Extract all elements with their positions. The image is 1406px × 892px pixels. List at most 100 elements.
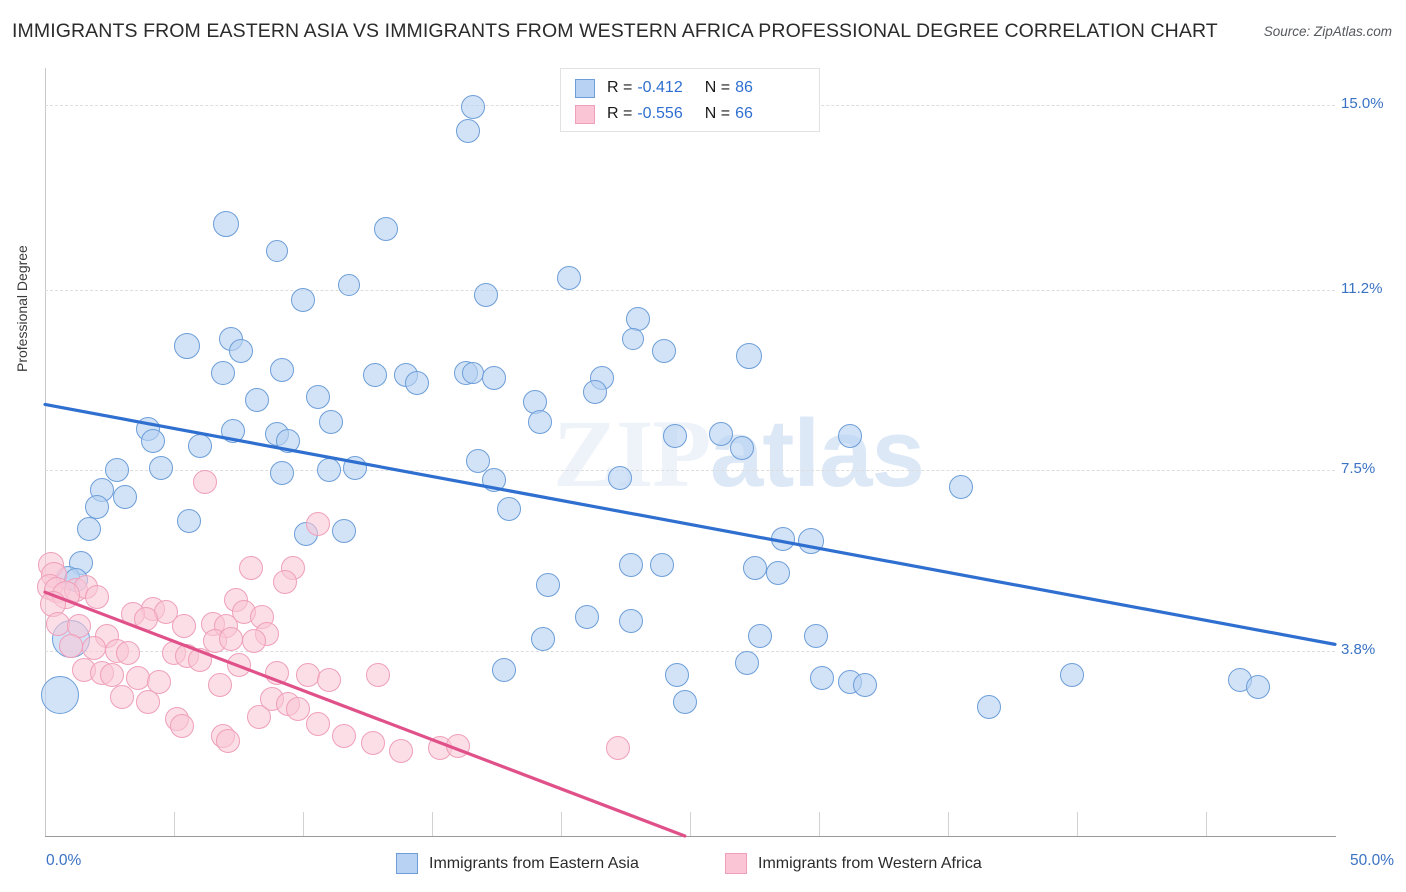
data-point[interactable] xyxy=(481,468,506,493)
data-point[interactable] xyxy=(736,342,763,369)
data-point[interactable] xyxy=(84,494,109,519)
data-point[interactable] xyxy=(618,609,643,634)
data-point[interactable] xyxy=(608,465,633,490)
data-point[interactable] xyxy=(652,338,677,363)
data-point[interactable] xyxy=(58,633,83,658)
data-point[interactable] xyxy=(389,738,414,763)
data-point[interactable] xyxy=(977,694,1002,719)
data-point[interactable] xyxy=(708,421,733,446)
data-point[interactable] xyxy=(125,665,150,690)
data-point[interactable] xyxy=(530,626,555,651)
data-point[interactable] xyxy=(316,458,341,483)
data-point[interactable] xyxy=(212,211,239,238)
data-point[interactable] xyxy=(211,360,236,385)
data-point[interactable] xyxy=(141,429,166,454)
data-point[interactable] xyxy=(265,660,290,685)
data-point[interactable] xyxy=(729,436,754,461)
data-point[interactable] xyxy=(404,370,429,395)
data-point[interactable] xyxy=(82,636,107,661)
data-point[interactable] xyxy=(218,626,243,651)
data-point[interactable] xyxy=(112,485,137,510)
data-point[interactable] xyxy=(948,475,973,500)
data-point[interactable] xyxy=(574,604,599,629)
data-point[interactable] xyxy=(363,363,388,388)
data-point[interactable] xyxy=(1059,663,1084,688)
data-point[interactable] xyxy=(474,282,499,307)
data-point[interactable] xyxy=(742,555,767,580)
data-point[interactable] xyxy=(556,265,581,290)
data-point[interactable] xyxy=(76,516,101,541)
data-point[interactable] xyxy=(332,519,357,544)
data-point[interactable] xyxy=(41,675,80,714)
data-point[interactable] xyxy=(244,387,269,412)
data-point[interactable] xyxy=(239,555,264,580)
data-point[interactable] xyxy=(798,527,825,554)
data-point[interactable] xyxy=(229,338,254,363)
data-point[interactable] xyxy=(316,667,341,692)
data-point[interactable] xyxy=(360,731,385,756)
data-point[interactable] xyxy=(536,572,561,597)
legend-item-western-africa[interactable]: Immigrants from Western Africa xyxy=(725,853,982,874)
data-point[interactable] xyxy=(177,509,202,534)
data-point[interactable] xyxy=(291,287,315,312)
data-point[interactable] xyxy=(618,553,643,578)
data-point[interactable] xyxy=(492,658,517,683)
data-point[interactable] xyxy=(221,419,246,444)
data-point[interactable] xyxy=(332,724,357,749)
data-point[interactable] xyxy=(149,455,174,480)
data-point[interactable] xyxy=(462,361,485,384)
data-point[interactable] xyxy=(649,553,674,578)
data-point[interactable] xyxy=(208,672,233,697)
data-point[interactable] xyxy=(247,704,272,729)
data-point[interactable] xyxy=(365,663,390,688)
data-point[interactable] xyxy=(626,307,651,332)
data-point[interactable] xyxy=(216,728,241,753)
data-point[interactable] xyxy=(110,685,135,710)
data-point[interactable] xyxy=(765,560,790,585)
data-point[interactable] xyxy=(445,733,470,758)
data-point[interactable] xyxy=(266,239,289,262)
data-point[interactable] xyxy=(319,409,344,434)
data-point[interactable] xyxy=(809,665,834,690)
data-point[interactable] xyxy=(285,697,310,722)
data-point[interactable] xyxy=(241,628,266,653)
data-point[interactable] xyxy=(272,570,297,595)
data-point[interactable] xyxy=(105,458,130,483)
data-point[interactable] xyxy=(136,689,161,714)
data-point[interactable] xyxy=(622,327,645,350)
data-point[interactable] xyxy=(226,653,251,678)
data-point[interactable] xyxy=(342,455,367,480)
data-point[interactable] xyxy=(169,714,194,739)
data-point[interactable] xyxy=(100,663,125,688)
data-point[interactable] xyxy=(662,424,687,449)
data-point[interactable] xyxy=(605,736,630,761)
data-point[interactable] xyxy=(528,409,553,434)
data-point[interactable] xyxy=(338,273,361,296)
data-point[interactable] xyxy=(270,358,295,383)
data-point[interactable] xyxy=(770,526,795,551)
data-point[interactable] xyxy=(270,460,295,485)
data-point[interactable] xyxy=(172,614,197,639)
data-point[interactable] xyxy=(373,216,398,241)
data-point[interactable] xyxy=(497,497,522,522)
data-point[interactable] xyxy=(173,332,200,359)
data-point[interactable] xyxy=(306,385,331,410)
data-point[interactable] xyxy=(747,624,772,649)
data-point[interactable] xyxy=(582,380,607,405)
data-point[interactable] xyxy=(804,624,829,649)
data-point[interactable] xyxy=(734,650,759,675)
data-point[interactable] xyxy=(306,711,331,736)
data-point[interactable] xyxy=(275,429,300,454)
data-point[interactable] xyxy=(187,648,212,673)
data-point[interactable] xyxy=(837,424,862,449)
data-point[interactable] xyxy=(115,641,140,666)
data-point[interactable] xyxy=(665,663,690,688)
data-point[interactable] xyxy=(306,511,331,536)
data-point[interactable] xyxy=(187,433,212,458)
data-point[interactable] xyxy=(192,470,217,495)
data-point[interactable] xyxy=(133,607,158,631)
data-point[interactable] xyxy=(481,365,506,390)
data-point[interactable] xyxy=(853,672,878,697)
data-point[interactable] xyxy=(456,119,481,144)
legend-item-eastern-asia[interactable]: Immigrants from Eastern Asia xyxy=(396,853,639,874)
